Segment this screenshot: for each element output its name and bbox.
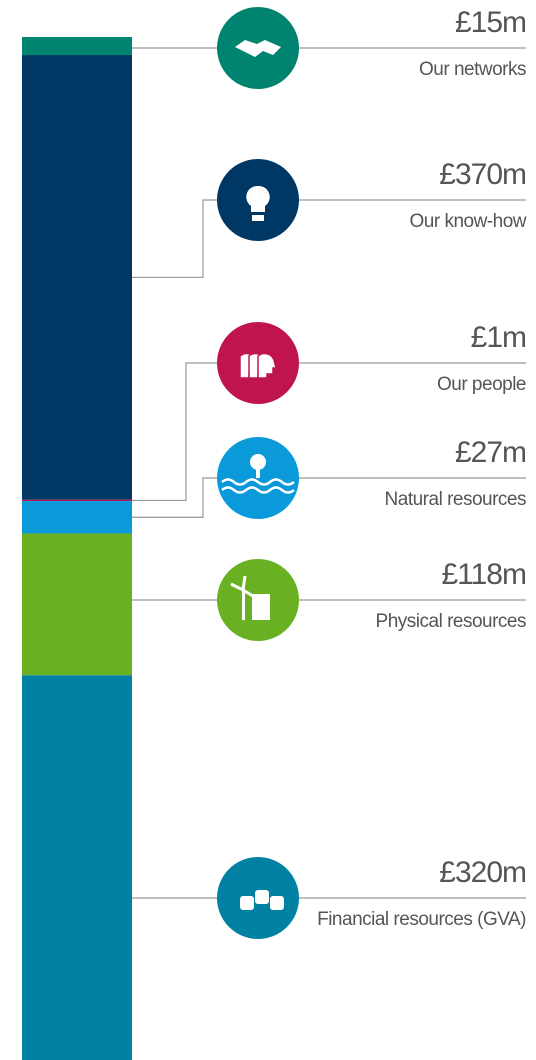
category-label: Our networks (419, 59, 526, 80)
value-label: £320m (439, 856, 527, 889)
category-label: Natural resources (384, 489, 527, 510)
icon-glyph (235, 40, 281, 57)
category-label: Our know-how (409, 211, 527, 232)
icon-glyph (252, 594, 270, 620)
bar-segment (22, 55, 132, 500)
icon-glyph (242, 590, 245, 620)
icon-glyph (270, 896, 284, 910)
category-label: Financial resources (GVA) (317, 909, 526, 930)
icon-glyph (250, 454, 266, 470)
icon-glyph (255, 890, 269, 904)
icon-glyph (230, 575, 254, 598)
bar-segment (22, 501, 132, 534)
icon-glyph (256, 468, 260, 478)
category-label: Physical resources (375, 611, 527, 632)
bar-segment (22, 533, 132, 676)
connector (132, 477, 526, 518)
value-label: £118m (441, 558, 527, 591)
icon-glyph (240, 896, 254, 910)
connector (132, 199, 526, 279)
connector (132, 362, 526, 502)
bar-segment (22, 499, 132, 502)
value-label: £1m (470, 321, 527, 354)
bar-segment (22, 675, 132, 1060)
icon-glyph (221, 478, 295, 486)
bar-segment (22, 37, 132, 56)
icon-glyph (257, 352, 277, 379)
value-label: £370m (439, 158, 527, 191)
value-label: £15m (454, 6, 527, 39)
value-label: £27m (454, 436, 527, 469)
icon-glyph (221, 486, 295, 494)
icon-glyph (246, 185, 270, 221)
category-label: Our people (436, 374, 527, 395)
